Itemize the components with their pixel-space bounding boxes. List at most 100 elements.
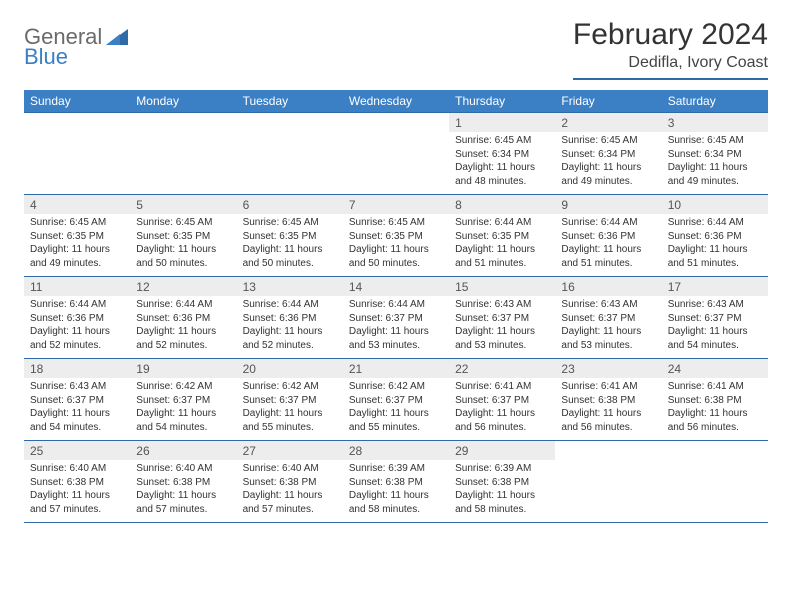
day-content-cell: Sunrise: 6:43 AMSunset: 6:37 PMDaylight:… — [555, 296, 661, 359]
sunset-text: Sunset: 6:35 PM — [30, 230, 124, 244]
day-content-cell — [130, 132, 236, 195]
day-content-cell: Sunrise: 6:44 AMSunset: 6:35 PMDaylight:… — [449, 214, 555, 277]
daylight-text: Daylight: 11 hours and 52 minutes. — [243, 325, 337, 352]
day-content-cell — [555, 460, 661, 523]
day-header: Friday — [555, 90, 661, 113]
day-number-cell — [343, 113, 449, 133]
sunset-text: Sunset: 6:38 PM — [455, 476, 549, 490]
daylight-text: Daylight: 11 hours and 53 minutes. — [561, 325, 655, 352]
day-header-row: Sunday Monday Tuesday Wednesday Thursday… — [24, 90, 768, 113]
sunset-text: Sunset: 6:37 PM — [455, 312, 549, 326]
sunset-text: Sunset: 6:34 PM — [455, 148, 549, 162]
day-header: Wednesday — [343, 90, 449, 113]
daylight-text: Daylight: 11 hours and 52 minutes. — [136, 325, 230, 352]
day-number-cell: 6 — [237, 195, 343, 215]
day-number-cell: 4 — [24, 195, 130, 215]
week-content-row: Sunrise: 6:45 AMSunset: 6:34 PMDaylight:… — [24, 132, 768, 195]
day-header: Monday — [130, 90, 236, 113]
day-number-cell: 1 — [449, 113, 555, 133]
sunrise-text: Sunrise: 6:40 AM — [30, 462, 124, 476]
sunrise-text: Sunrise: 6:44 AM — [668, 216, 762, 230]
month-title: February 2024 — [573, 18, 768, 52]
day-header: Thursday — [449, 90, 555, 113]
daylight-text: Daylight: 11 hours and 53 minutes. — [455, 325, 549, 352]
day-number-cell: 10 — [662, 195, 768, 215]
daylight-text: Daylight: 11 hours and 51 minutes. — [561, 243, 655, 270]
day-number-cell: 2 — [555, 113, 661, 133]
day-number-cell: 19 — [130, 359, 236, 379]
daylight-text: Daylight: 11 hours and 50 minutes. — [243, 243, 337, 270]
day-content-cell: Sunrise: 6:40 AMSunset: 6:38 PMDaylight:… — [24, 460, 130, 523]
day-content-cell: Sunrise: 6:45 AMSunset: 6:35 PMDaylight:… — [24, 214, 130, 277]
sunset-text: Sunset: 6:36 PM — [243, 312, 337, 326]
sunset-text: Sunset: 6:36 PM — [561, 230, 655, 244]
week-daynum-row: 2526272829 — [24, 441, 768, 461]
sunset-text: Sunset: 6:37 PM — [561, 312, 655, 326]
day-number-cell: 16 — [555, 277, 661, 297]
sunset-text: Sunset: 6:37 PM — [30, 394, 124, 408]
sunset-text: Sunset: 6:38 PM — [561, 394, 655, 408]
daylight-text: Daylight: 11 hours and 58 minutes. — [455, 489, 549, 516]
day-content-cell — [343, 132, 449, 195]
day-number-cell: 23 — [555, 359, 661, 379]
day-content-cell: Sunrise: 6:44 AMSunset: 6:36 PMDaylight:… — [555, 214, 661, 277]
day-number-cell: 9 — [555, 195, 661, 215]
sunset-text: Sunset: 6:38 PM — [668, 394, 762, 408]
daylight-text: Daylight: 11 hours and 57 minutes. — [136, 489, 230, 516]
day-number-cell: 27 — [237, 441, 343, 461]
sunrise-text: Sunrise: 6:44 AM — [136, 298, 230, 312]
sunrise-text: Sunrise: 6:45 AM — [455, 134, 549, 148]
day-number-cell: 7 — [343, 195, 449, 215]
sunrise-text: Sunrise: 6:45 AM — [243, 216, 337, 230]
sunrise-text: Sunrise: 6:44 AM — [30, 298, 124, 312]
day-number-cell: 22 — [449, 359, 555, 379]
day-number-cell: 29 — [449, 441, 555, 461]
sunrise-text: Sunrise: 6:40 AM — [243, 462, 337, 476]
header: General February 2024 Dedifla, Ivory Coa… — [24, 18, 768, 80]
day-content-cell: Sunrise: 6:40 AMSunset: 6:38 PMDaylight:… — [130, 460, 236, 523]
daylight-text: Daylight: 11 hours and 56 minutes. — [455, 407, 549, 434]
day-content-cell: Sunrise: 6:43 AMSunset: 6:37 PMDaylight:… — [449, 296, 555, 359]
sunset-text: Sunset: 6:38 PM — [30, 476, 124, 490]
day-content-cell: Sunrise: 6:45 AMSunset: 6:35 PMDaylight:… — [343, 214, 449, 277]
sunrise-text: Sunrise: 6:42 AM — [349, 380, 443, 394]
day-content-cell: Sunrise: 6:41 AMSunset: 6:38 PMDaylight:… — [662, 378, 768, 441]
day-number-cell: 28 — [343, 441, 449, 461]
day-content-cell: Sunrise: 6:44 AMSunset: 6:36 PMDaylight:… — [237, 296, 343, 359]
day-content-cell: Sunrise: 6:45 AMSunset: 6:35 PMDaylight:… — [237, 214, 343, 277]
daylight-text: Daylight: 11 hours and 49 minutes. — [561, 161, 655, 188]
daylight-text: Daylight: 11 hours and 56 minutes. — [561, 407, 655, 434]
day-content-cell: Sunrise: 6:45 AMSunset: 6:34 PMDaylight:… — [662, 132, 768, 195]
sunset-text: Sunset: 6:36 PM — [668, 230, 762, 244]
sunset-text: Sunset: 6:35 PM — [455, 230, 549, 244]
sunset-text: Sunset: 6:38 PM — [349, 476, 443, 490]
day-number-cell: 12 — [130, 277, 236, 297]
week-content-row: Sunrise: 6:40 AMSunset: 6:38 PMDaylight:… — [24, 460, 768, 523]
day-number-cell: 14 — [343, 277, 449, 297]
sunset-text: Sunset: 6:35 PM — [349, 230, 443, 244]
daylight-text: Daylight: 11 hours and 55 minutes. — [243, 407, 337, 434]
day-content-cell: Sunrise: 6:39 AMSunset: 6:38 PMDaylight:… — [449, 460, 555, 523]
week-content-row: Sunrise: 6:43 AMSunset: 6:37 PMDaylight:… — [24, 378, 768, 441]
day-number-cell: 24 — [662, 359, 768, 379]
daylight-text: Daylight: 11 hours and 56 minutes. — [668, 407, 762, 434]
daylight-text: Daylight: 11 hours and 57 minutes. — [243, 489, 337, 516]
sunrise-text: Sunrise: 6:43 AM — [455, 298, 549, 312]
day-number-cell: 18 — [24, 359, 130, 379]
sunset-text: Sunset: 6:37 PM — [455, 394, 549, 408]
sunrise-text: Sunrise: 6:39 AM — [349, 462, 443, 476]
day-content-cell: Sunrise: 6:42 AMSunset: 6:37 PMDaylight:… — [343, 378, 449, 441]
sunrise-text: Sunrise: 6:44 AM — [561, 216, 655, 230]
sunset-text: Sunset: 6:37 PM — [243, 394, 337, 408]
sunrise-text: Sunrise: 6:45 AM — [561, 134, 655, 148]
sunrise-text: Sunrise: 6:39 AM — [455, 462, 549, 476]
daylight-text: Daylight: 11 hours and 52 minutes. — [30, 325, 124, 352]
sunrise-text: Sunrise: 6:45 AM — [668, 134, 762, 148]
logo-triangle-icon — [106, 29, 128, 45]
daylight-text: Daylight: 11 hours and 54 minutes. — [30, 407, 124, 434]
day-content-cell: Sunrise: 6:42 AMSunset: 6:37 PMDaylight:… — [130, 378, 236, 441]
day-content-cell: Sunrise: 6:43 AMSunset: 6:37 PMDaylight:… — [24, 378, 130, 441]
sunrise-text: Sunrise: 6:43 AM — [30, 380, 124, 394]
sunrise-text: Sunrise: 6:44 AM — [349, 298, 443, 312]
week-daynum-row: 45678910 — [24, 195, 768, 215]
